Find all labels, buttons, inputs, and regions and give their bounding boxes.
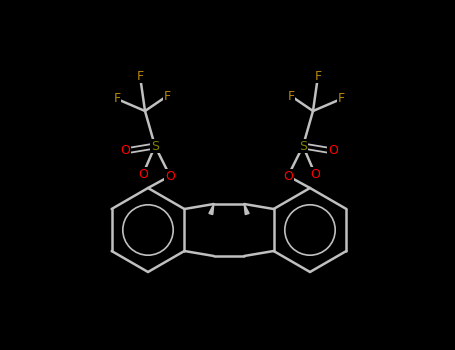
- Text: F: F: [338, 92, 344, 105]
- Text: O: O: [120, 145, 130, 158]
- Text: F: F: [288, 90, 294, 103]
- Text: F: F: [113, 92, 121, 105]
- Text: F: F: [136, 70, 144, 83]
- Polygon shape: [244, 204, 249, 215]
- Text: O: O: [283, 169, 293, 182]
- Text: O: O: [328, 145, 338, 158]
- Text: F: F: [163, 90, 171, 103]
- Text: S: S: [151, 140, 159, 153]
- Text: F: F: [314, 70, 322, 83]
- Text: O: O: [165, 169, 175, 182]
- Text: S: S: [299, 140, 307, 153]
- Text: O: O: [310, 168, 320, 181]
- Polygon shape: [209, 204, 214, 215]
- Text: O: O: [138, 168, 148, 181]
